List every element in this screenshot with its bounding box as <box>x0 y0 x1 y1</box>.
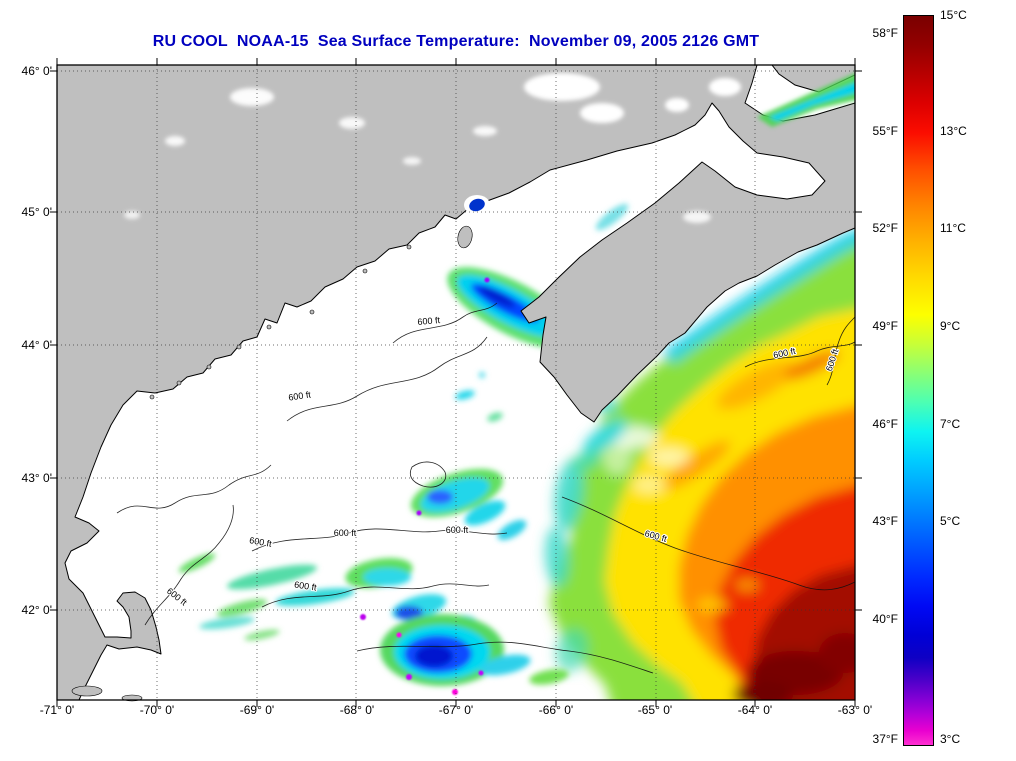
temp-label-f: 58°F <box>872 26 898 40</box>
islands <box>71 225 473 702</box>
lat-tick-label: 46° 0' <box>21 64 52 78</box>
contour-label: 600 ft <box>294 580 318 593</box>
lat-tick-label: 42° 0' <box>21 603 52 617</box>
contour-label: 600 ft <box>446 525 469 535</box>
sst-warm-field <box>544 230 855 700</box>
map-border <box>56 64 856 701</box>
lon-tick-label: -63° 0' <box>837 703 873 717</box>
coastal-inlet <box>464 195 490 215</box>
cloud-patches <box>124 73 741 223</box>
map-area: 600 ft 600 ft 600 ft 600 ft 600 ft 600 f… <box>50 58 862 707</box>
temp-label-f: 55°F <box>872 124 898 138</box>
contour-label: 600 ft <box>288 389 312 402</box>
temp-label-c: 3°C <box>940 732 961 746</box>
temp-label-f: 49°F <box>872 319 898 333</box>
lat-tick-label: 45° 0' <box>21 205 52 219</box>
lon-tick-label: -65° 0' <box>637 703 673 717</box>
map-canvas: 600 ft 600 ft 600 ft 600 ft 600 ft 600 f… <box>50 58 862 707</box>
axis-ticks <box>50 58 862 707</box>
contour-label: 600 ft <box>165 586 189 608</box>
colorbar-gradient <box>903 15 934 746</box>
lon-tick-label: -66° 0' <box>538 703 574 717</box>
map-title: RU COOL NOAA-15 Sea Surface Temperature:… <box>152 33 760 50</box>
temp-label-f: 46°F <box>872 417 898 431</box>
contour-label: 600 ft <box>334 528 357 538</box>
temp-label-f: 52°F <box>872 221 898 235</box>
lon-tick-label: -70° 0' <box>139 703 175 717</box>
lon-tick-label: -67° 0' <box>438 703 474 717</box>
lon-tick-label: -69° 0' <box>239 703 275 717</box>
contour-label: 600 ft <box>417 315 441 327</box>
contour-label: 600 ft <box>249 535 273 549</box>
temp-label-c: 9°C <box>940 319 961 333</box>
lon-tick-label: -68° 0' <box>339 703 375 717</box>
lon-tick-label: -71° 0' <box>39 703 75 717</box>
temp-label-c: 7°C <box>940 417 961 431</box>
temp-label-c: 15°C <box>940 8 967 22</box>
temp-label-c: 5°C <box>940 514 961 528</box>
lon-tick-label: -64° 0' <box>737 703 773 717</box>
temp-label-f: 43°F <box>872 514 898 528</box>
temp-label-c: 13°C <box>940 124 967 138</box>
strait-water <box>757 73 855 127</box>
bathymetry-contours <box>116 302 856 674</box>
temp-label-f: 37°F <box>872 732 898 746</box>
temp-label-f: 40°F <box>872 612 898 626</box>
lat-tick-label: 43° 0' <box>21 471 52 485</box>
gridlines <box>57 65 855 700</box>
temp-label-c: 11°C <box>940 221 966 235</box>
lat-tick-label: 44° 0' <box>21 338 52 352</box>
